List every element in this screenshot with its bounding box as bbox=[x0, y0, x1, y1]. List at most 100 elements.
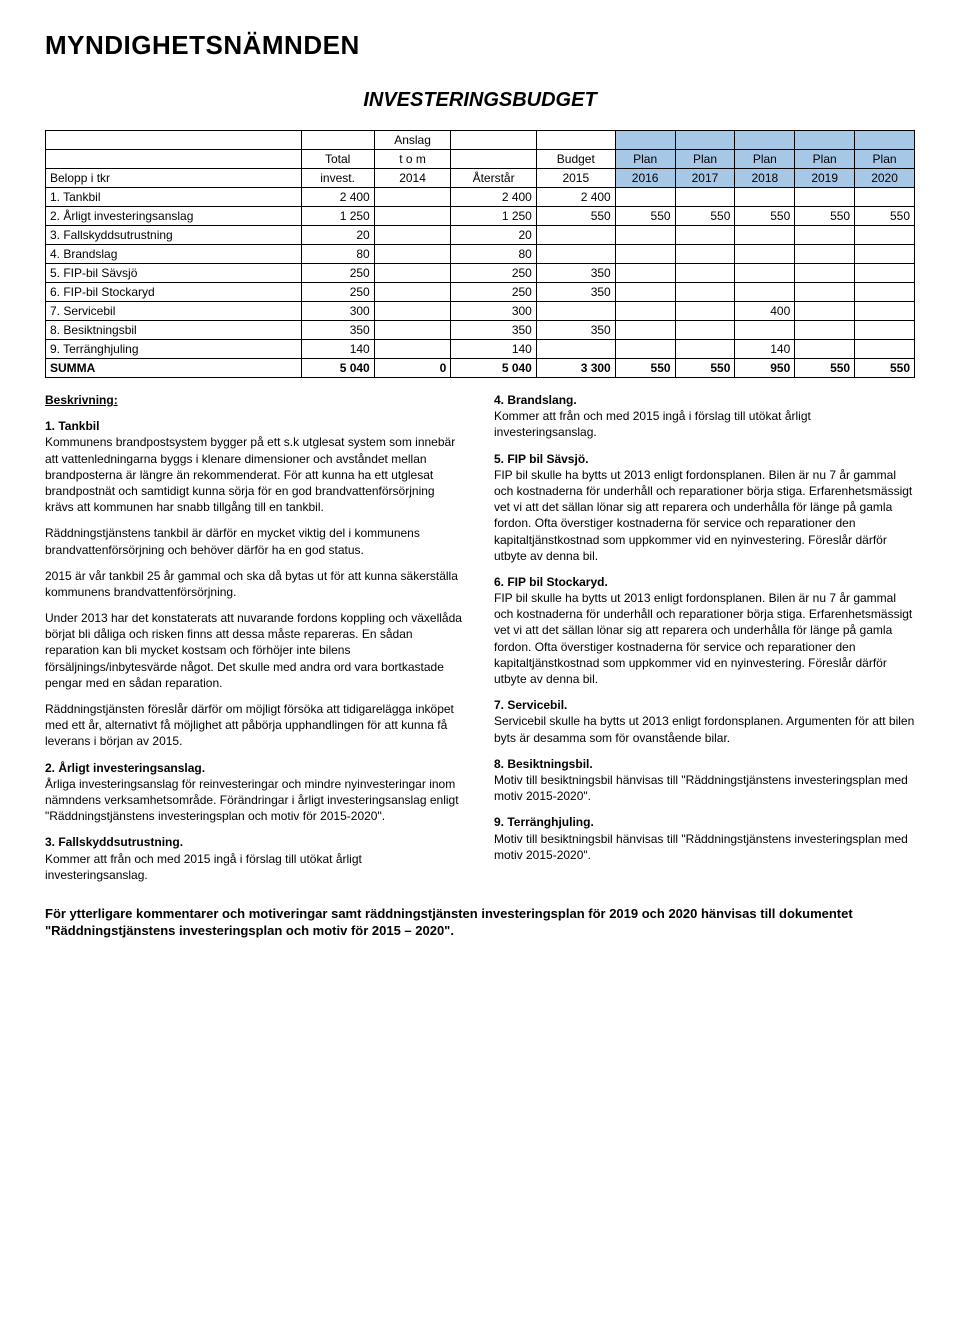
cell bbox=[795, 302, 855, 321]
cell: 350 bbox=[536, 283, 615, 302]
section-1-p5: Räddningstjänsten föreslår därför om möj… bbox=[45, 701, 466, 750]
cell bbox=[615, 283, 675, 302]
cell bbox=[675, 226, 735, 245]
cell: 2 400 bbox=[536, 188, 615, 207]
cell: 350 bbox=[536, 321, 615, 340]
cell bbox=[855, 245, 915, 264]
cell bbox=[855, 264, 915, 283]
cell: 350 bbox=[451, 321, 537, 340]
cell bbox=[795, 226, 855, 245]
cell: 20 bbox=[451, 226, 537, 245]
cell: 2 400 bbox=[301, 188, 374, 207]
th: 2020 bbox=[855, 169, 915, 188]
section-9-title: 9. Terränghjuling. bbox=[494, 815, 594, 829]
cell: 2 400 bbox=[451, 188, 537, 207]
cell bbox=[795, 340, 855, 359]
cell bbox=[615, 302, 675, 321]
sum-cell: 5 040 bbox=[301, 359, 374, 378]
cell bbox=[855, 283, 915, 302]
th: 2014 bbox=[374, 169, 451, 188]
sum-cell: 3 300 bbox=[536, 359, 615, 378]
table-row: 1. Tankbil2 4002 4002 400 bbox=[46, 188, 915, 207]
cell: 80 bbox=[301, 245, 374, 264]
cell: 80 bbox=[451, 245, 537, 264]
sum-cell: 550 bbox=[855, 359, 915, 378]
cell bbox=[735, 226, 795, 245]
cell bbox=[675, 245, 735, 264]
section-1-p3: 2015 är vår tankbil 25 år gammal och ska… bbox=[45, 568, 466, 600]
table-row: 2. Årligt investeringsanslag1 2501 25055… bbox=[46, 207, 915, 226]
table-row: 4. Brandslag8080 bbox=[46, 245, 915, 264]
cell bbox=[675, 340, 735, 359]
section-4-p1: Kommer att från och med 2015 ingå i förs… bbox=[494, 409, 811, 439]
cell: 550 bbox=[615, 207, 675, 226]
th: Budget bbox=[536, 150, 615, 169]
cell bbox=[374, 321, 451, 340]
cell bbox=[675, 264, 735, 283]
table-row: 3. Fallskyddsutrustning2020 bbox=[46, 226, 915, 245]
cell bbox=[795, 321, 855, 340]
th bbox=[615, 131, 675, 150]
cell bbox=[374, 245, 451, 264]
cell bbox=[374, 302, 451, 321]
cell bbox=[536, 302, 615, 321]
cell: 550 bbox=[536, 207, 615, 226]
th: Plan bbox=[735, 150, 795, 169]
row-label: 3. Fallskyddsutrustning bbox=[46, 226, 302, 245]
cell bbox=[735, 283, 795, 302]
th: Plan bbox=[795, 150, 855, 169]
section-1-p2: Räddningstjänstens tankbil är därför en … bbox=[45, 525, 466, 557]
row-label: 4. Brandslag bbox=[46, 245, 302, 264]
cell bbox=[615, 264, 675, 283]
cell: 350 bbox=[536, 264, 615, 283]
row-label: 7. Servicebil bbox=[46, 302, 302, 321]
cell bbox=[536, 226, 615, 245]
cell: 400 bbox=[735, 302, 795, 321]
cell bbox=[615, 245, 675, 264]
sum-cell: 550 bbox=[795, 359, 855, 378]
cell: 550 bbox=[735, 207, 795, 226]
sum-cell: 0 bbox=[374, 359, 451, 378]
cell bbox=[795, 283, 855, 302]
section-1-title: 1. Tankbil bbox=[45, 419, 99, 433]
th bbox=[675, 131, 735, 150]
section-3-p1: Kommer att från och med 2015 ingå i förs… bbox=[45, 852, 362, 882]
cell bbox=[675, 283, 735, 302]
table-header-row-3: Belopp i tkr invest. 2014 Återstår 2015 … bbox=[46, 169, 915, 188]
row-label: 8. Besiktningsbil bbox=[46, 321, 302, 340]
cell: 20 bbox=[301, 226, 374, 245]
th bbox=[536, 131, 615, 150]
cell bbox=[615, 321, 675, 340]
th: Återstår bbox=[451, 169, 537, 188]
cell bbox=[735, 321, 795, 340]
th bbox=[46, 131, 302, 150]
cell bbox=[536, 245, 615, 264]
cell bbox=[795, 245, 855, 264]
section-8-title: 8. Besiktningsbil. bbox=[494, 757, 593, 771]
th bbox=[795, 131, 855, 150]
cell bbox=[374, 264, 451, 283]
th bbox=[301, 131, 374, 150]
table-sum-row: SUMMA5 04005 0403 300550550950550550 bbox=[46, 359, 915, 378]
cell bbox=[855, 188, 915, 207]
cell bbox=[735, 245, 795, 264]
row-label: 9. Terränghjuling bbox=[46, 340, 302, 359]
cell bbox=[675, 302, 735, 321]
cell: 550 bbox=[855, 207, 915, 226]
table-row: 5. FIP-bil Sävsjö250250350 bbox=[46, 264, 915, 283]
section-9-p1: Motiv till besiktningsbil hänvisas till … bbox=[494, 832, 908, 862]
th: 2019 bbox=[795, 169, 855, 188]
cell: 250 bbox=[451, 264, 537, 283]
cell bbox=[374, 226, 451, 245]
sum-cell: 950 bbox=[735, 359, 795, 378]
cell bbox=[536, 340, 615, 359]
cell bbox=[615, 340, 675, 359]
section-1-p4: Under 2013 har det konstaterats att nuva… bbox=[45, 610, 466, 691]
cell bbox=[795, 188, 855, 207]
budget-table: Anslag Total t o m Budget Plan Plan Plan… bbox=[45, 130, 915, 378]
section-3-title: 3. Fallskyddsutrustning. bbox=[45, 835, 183, 849]
cell bbox=[855, 321, 915, 340]
th bbox=[735, 131, 795, 150]
table-row: 9. Terränghjuling140140140 bbox=[46, 340, 915, 359]
th: Plan bbox=[615, 150, 675, 169]
